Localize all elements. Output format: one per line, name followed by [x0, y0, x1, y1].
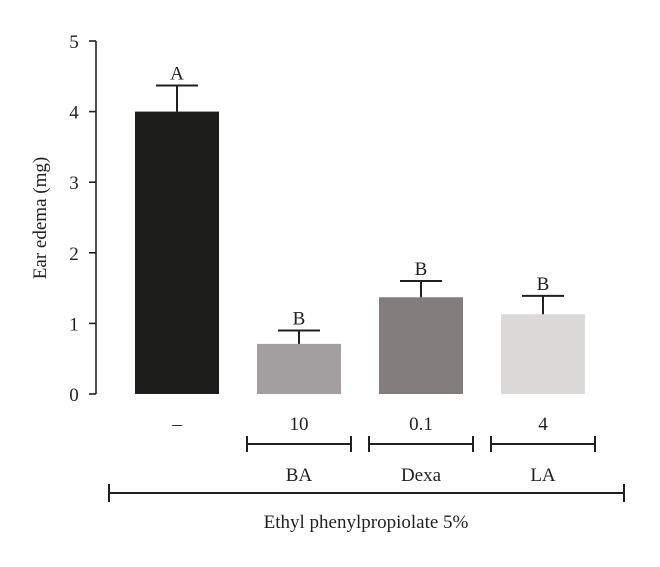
y-axis-label: Ear edema (mg)	[30, 157, 51, 279]
y-tick-label: 4	[69, 103, 79, 124]
significance-label: B	[537, 274, 550, 295]
y-tick-label: 5	[69, 32, 79, 53]
y-tick-label: 3	[69, 173, 79, 194]
axes: 0 1 2 3 4 5	[69, 32, 97, 406]
labels: A – B 10 B 0.1 B 4	[170, 63, 549, 435]
y-tick-label: 0	[69, 385, 79, 406]
y-tick-label: 2	[69, 244, 79, 265]
significance-label: A	[170, 63, 184, 84]
bar	[257, 343, 341, 394]
x-tick-label: –	[171, 414, 182, 435]
x-tick-label: 0.1	[409, 414, 433, 435]
treatment-label: Ethyl phenylpropiolate 5%	[264, 512, 469, 533]
bar	[135, 111, 219, 394]
group-brackets: BA Dexa LA	[108, 436, 625, 502]
group-label: LA	[530, 465, 556, 486]
significance-label: B	[415, 259, 428, 280]
group-label: BA	[286, 465, 313, 486]
significance-label: B	[293, 308, 306, 329]
x-tick-label: 10	[290, 414, 309, 435]
bar	[501, 314, 585, 394]
y-tick-label: 1	[69, 314, 79, 335]
x-tick-label: 4	[538, 414, 548, 435]
bars	[135, 111, 585, 394]
bar	[379, 297, 463, 394]
group-label: Dexa	[401, 465, 442, 486]
error-bars	[156, 84, 564, 344]
